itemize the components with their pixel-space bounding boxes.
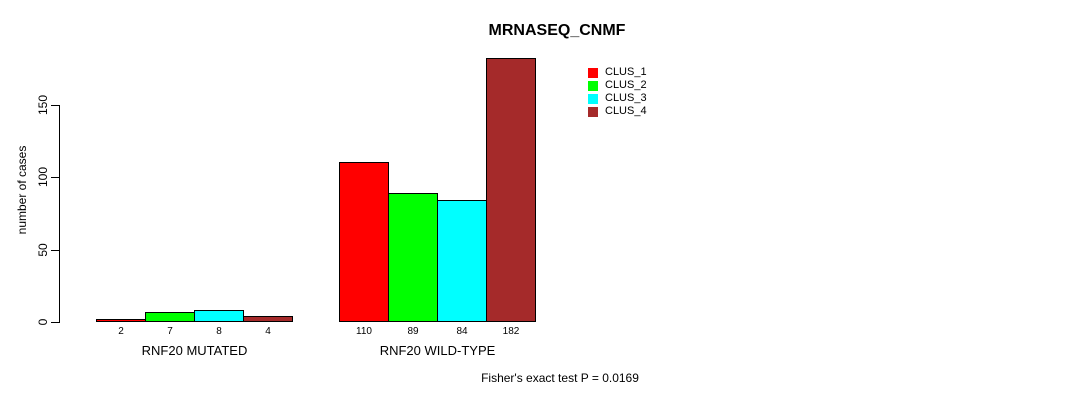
x-axis-group-label: RNF20 WILD-TYPE [379, 343, 496, 358]
legend: CLUS_1 CLUS_2 CLUS_3 CLUS_4 [588, 66, 647, 118]
y-axis-tick [51, 177, 59, 178]
legend-item-clus_4: CLUS_4 [588, 105, 647, 118]
bar-value-label: 7 [167, 326, 173, 337]
legend-swatch-icon [588, 80, 598, 91]
y-axis-tick [51, 250, 59, 251]
bar-value-label: 89 [407, 326, 419, 337]
bar-value-label: 4 [265, 326, 271, 337]
legend-swatch-icon [588, 67, 598, 78]
y-axis-tick-label: 100 [36, 166, 50, 188]
y-axis-tick [51, 322, 59, 323]
bar-clus_4-wildtype [486, 58, 536, 322]
bar-value-label: 182 [502, 326, 520, 337]
y-axis-tick-label: 50 [36, 243, 50, 257]
bar-value-label: 2 [118, 326, 124, 337]
bar-clus_3-mutated [194, 310, 244, 322]
legend-item-clus_1: CLUS_1 [588, 66, 647, 79]
legend-label: CLUS_4 [605, 105, 647, 117]
y-axis-label: number of cases [15, 145, 29, 235]
legend-label: CLUS_1 [605, 66, 647, 78]
fisher-test-annotation: Fisher's exact test P = 0.0169 [481, 371, 639, 385]
bar-value-label: 110 [356, 326, 372, 337]
bar-clus_1-mutated [96, 319, 146, 322]
y-axis-tick [51, 105, 59, 106]
legend-label: CLUS_2 [605, 79, 647, 91]
y-axis-tick-label: 150 [36, 94, 50, 116]
legend-label: CLUS_3 [605, 92, 647, 104]
bar-clus_4-mutated [243, 316, 293, 322]
y-axis-tick-label: 0 [36, 318, 50, 326]
bar-value-label: 84 [456, 326, 468, 337]
bar-clus_2-wildtype [388, 193, 438, 322]
chart-title: MRNASEQ_CNMF [488, 22, 626, 39]
y-axis-line [59, 105, 60, 323]
legend-swatch-icon [588, 106, 598, 117]
bar-clus_1-wildtype [339, 162, 389, 322]
x-axis-group-label: RNF20 MUTATED [141, 343, 248, 358]
legend-item-clus_3: CLUS_3 [588, 92, 647, 105]
bar-value-label: 8 [216, 326, 222, 337]
legend-item-clus_2: CLUS_2 [588, 79, 647, 92]
bar-clus_2-mutated [145, 312, 195, 322]
legend-swatch-icon [588, 93, 598, 104]
bar-clus_3-wildtype [437, 200, 487, 322]
